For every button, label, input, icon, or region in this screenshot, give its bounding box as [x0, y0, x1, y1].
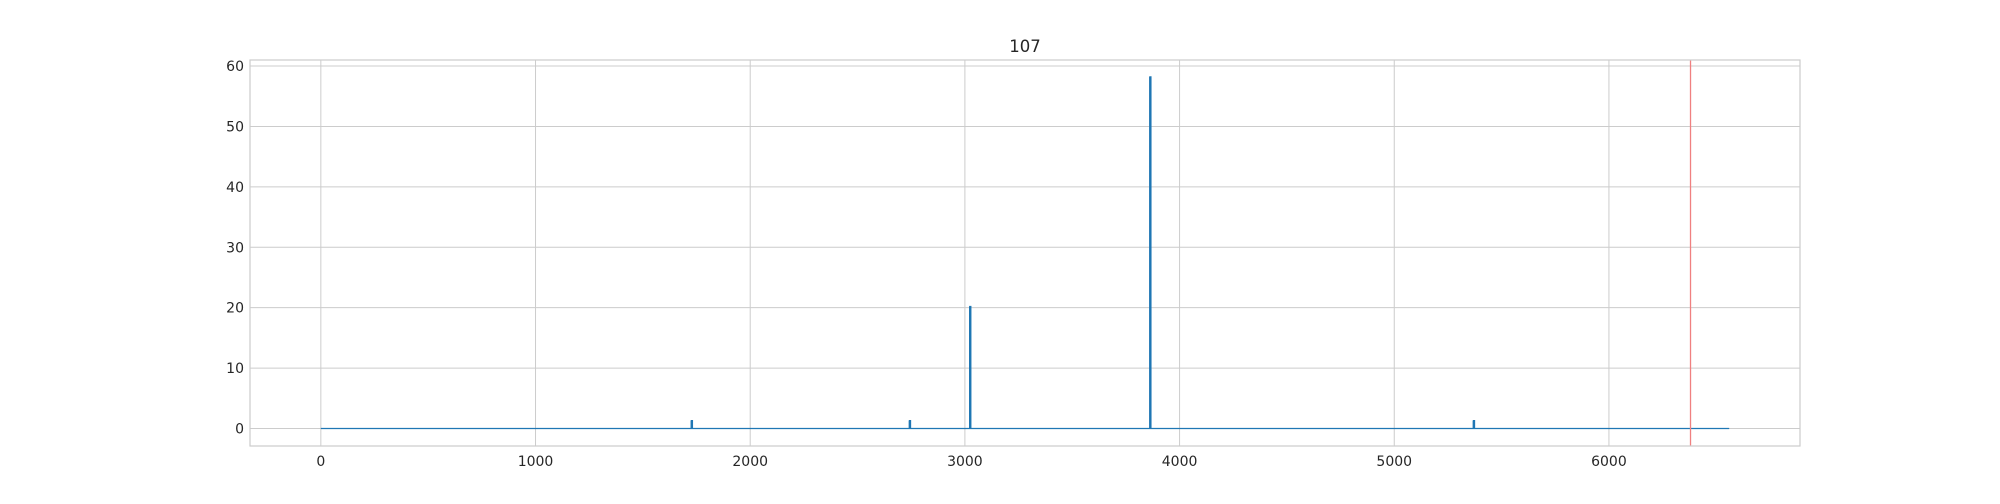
y-tick-label: 10 [226, 361, 244, 377]
x-tick-label: 6000 [1591, 454, 1627, 470]
y-tick-label: 50 [226, 119, 244, 135]
data-layer [320, 60, 1730, 446]
y-axis-ticks: 0 10 20 30 40 50 60 [226, 59, 244, 437]
series-line [320, 76, 1730, 430]
y-tick-label: 40 [226, 180, 244, 196]
y-tick-label: 20 [226, 301, 244, 317]
y-tick-label: 60 [226, 59, 244, 75]
x-tick-label: 1000 [518, 454, 554, 470]
y-tick-label: 30 [226, 240, 244, 256]
x-axis-ticks: 0 1000 2000 3000 4000 5000 6000 [316, 454, 1626, 470]
x-tick-label: 0 [316, 454, 325, 470]
plot-frame [249, 59, 1801, 447]
chart-title: 107 [1009, 37, 1041, 56]
x-tick-label: 4000 [1162, 454, 1198, 470]
y-tick-label: 0 [235, 421, 244, 437]
grid [250, 60, 1800, 446]
x-tick-label: 5000 [1376, 454, 1412, 470]
x-tick-label: 2000 [732, 454, 768, 470]
x-tick-label: 3000 [947, 454, 983, 470]
